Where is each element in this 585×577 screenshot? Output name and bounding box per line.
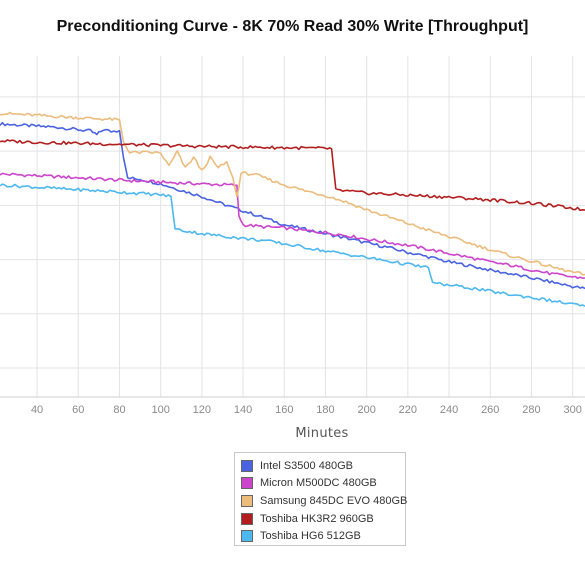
x-tick-label: 100 bbox=[151, 404, 169, 416]
legend-swatch bbox=[241, 477, 253, 490]
x-axis-label: Minutes bbox=[295, 426, 348, 441]
x-tick-label: 220 bbox=[399, 404, 417, 416]
x-tick-label: 300 bbox=[563, 404, 581, 416]
chart-title: Preconditioning Curve - 8K 70% Read 30% … bbox=[56, 18, 529, 35]
legend-label: Toshiba HG6 512GB bbox=[260, 530, 361, 543]
legend-swatch bbox=[241, 494, 253, 507]
legend-swatch bbox=[241, 459, 253, 472]
series-line-2 bbox=[0, 172, 585, 279]
series-layer bbox=[0, 111, 585, 308]
legend-item: Samsung 845DC EVO 480GB bbox=[241, 492, 408, 510]
x-tick-label: 140 bbox=[234, 404, 252, 416]
legend-label: Toshiba HK3R2 960GB bbox=[260, 512, 374, 525]
x-tick-label: 40 bbox=[31, 404, 43, 416]
x-tick-label: 280 bbox=[522, 404, 540, 416]
x-tick-label: 180 bbox=[316, 404, 334, 416]
series-line-5 bbox=[0, 183, 585, 308]
x-tick-label: 80 bbox=[113, 404, 125, 416]
grid-layer bbox=[0, 56, 585, 397]
legend-item: Intel S3500 480GB bbox=[241, 457, 405, 475]
legend-label: Intel S3500 480GB bbox=[260, 459, 353, 472]
x-tick-label: 260 bbox=[481, 404, 499, 416]
legend-item: Toshiba HK3R2 960GB bbox=[241, 510, 405, 528]
legend-swatch bbox=[241, 530, 253, 543]
x-tick-label: 120 bbox=[193, 404, 211, 416]
x-tick-label: 60 bbox=[72, 404, 84, 416]
series-line-3 bbox=[0, 111, 585, 276]
legend-label: Samsung 845DC EVO 480GB bbox=[260, 494, 408, 507]
legend-label: Micron M500DC 480GB bbox=[260, 477, 377, 490]
legend-item: Micron M500DC 480GB bbox=[241, 475, 405, 493]
legend: Intel S3500 480GB Micron M500DC 480GB Sams… bbox=[234, 452, 408, 546]
series-line-4 bbox=[0, 139, 585, 212]
series-line-1 bbox=[0, 121, 585, 290]
x-tick-label: 240 bbox=[440, 404, 458, 416]
x-tick-label: 160 bbox=[275, 404, 293, 416]
legend-item: Toshiba HG6 512GB bbox=[241, 527, 405, 545]
x-tick-label: 200 bbox=[357, 404, 375, 416]
legend-swatch bbox=[241, 512, 253, 525]
axis-layer: 40 60 80 100 120 140 160 180 200 220 240 260 280 300 bbox=[0, 396, 585, 416]
